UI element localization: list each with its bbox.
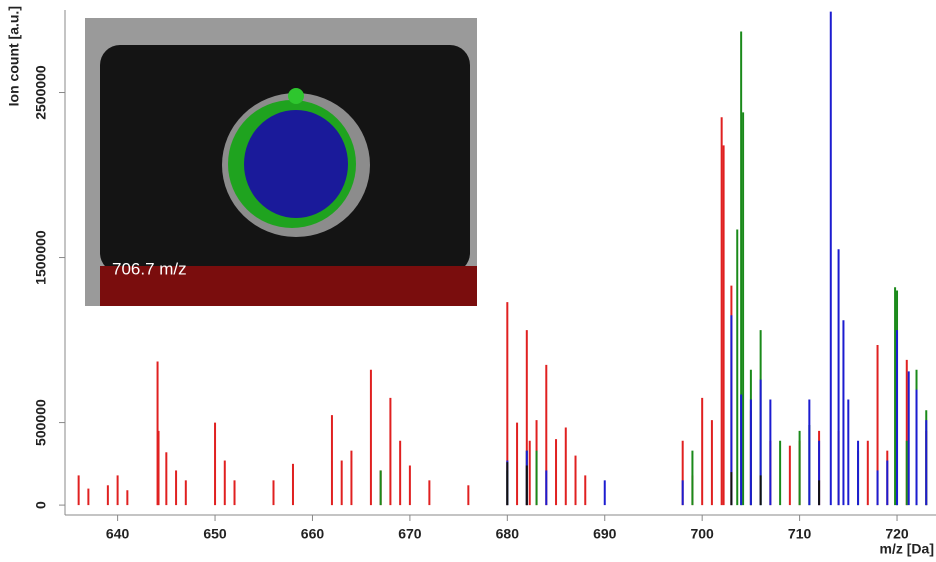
x-tick-label: 690 [593, 526, 617, 542]
y-tick-label: 500000 [33, 399, 49, 446]
x-axis-label: m/z [Da] [880, 541, 934, 557]
y-tick-label: 2500000 [33, 65, 49, 120]
x-tick-label: 700 [690, 526, 714, 542]
x-tick-label: 650 [203, 526, 227, 542]
y-tick-label: 1500000 [33, 230, 49, 285]
y-axis-label: Ion count [a.u.] [6, 6, 22, 106]
y-tick-label: 0 [33, 501, 49, 509]
x-tick-label: 720 [885, 526, 909, 542]
spectrum-black [506, 462, 821, 506]
inset-label: 706.7 m/z [112, 259, 187, 278]
x-tick-label: 640 [106, 526, 130, 542]
x-tick-label: 660 [301, 526, 325, 542]
inset-image [85, 18, 477, 306]
spectrum-blue [506, 11, 928, 506]
x-tick-label: 670 [398, 526, 422, 542]
x-tick-label: 680 [496, 526, 520, 542]
plot-area: 0 500000 1500000 2500000 640 650 660 670 680 690 7… [33, 10, 936, 542]
x-tick-label: 710 [788, 526, 812, 542]
